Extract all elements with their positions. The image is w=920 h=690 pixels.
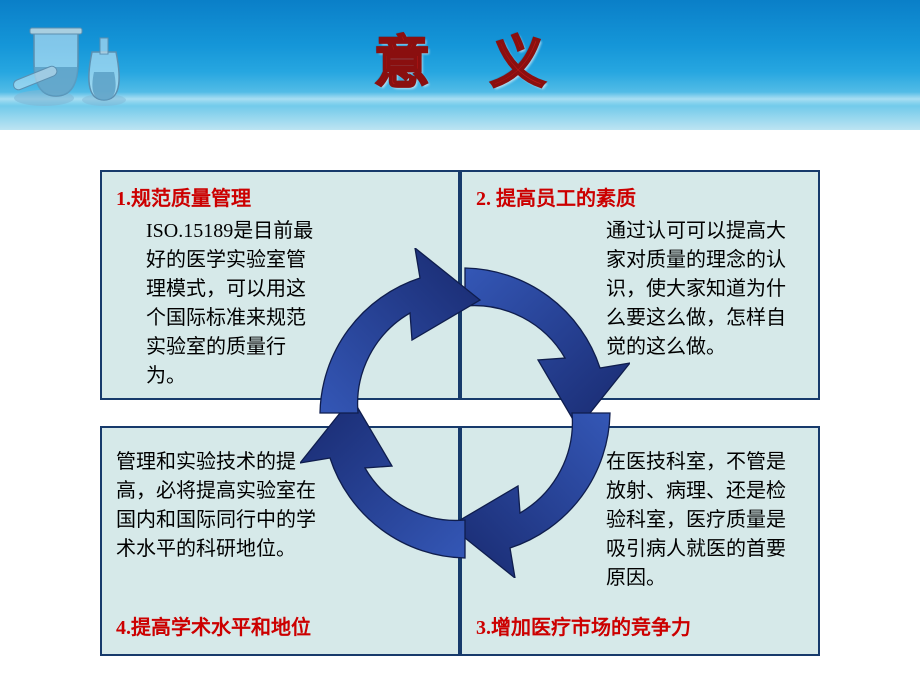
- box-1-heading: 1.规范质量管理: [116, 182, 444, 211]
- box-1-body: ISO.15189是目前最好的医学实验室管理模式，可以用这个国际标准来规范实验室…: [116, 217, 444, 391]
- box-3-heading: 3.增加医疗市场的竞争力: [476, 611, 691, 640]
- meaning-box-2: 2. 提高员工的素质 通过认可可以提高大家对质量的理念的认识，使大家知道为什么要…: [460, 170, 820, 400]
- box-3-body: 在医技科室，不管是放射、病理、还是检验科室，医疗质量是吸引病人就医的首要原因。: [476, 438, 804, 593]
- box-4-heading: 4.提高学术水平和地位: [116, 611, 311, 640]
- box-2-body: 通过认可可以提高大家对质量的理念的认识，使大家知道为什么要这么做，怎样自觉的这么…: [476, 217, 804, 362]
- meaning-box-1: 1.规范质量管理 ISO.15189是目前最好的医学实验室管理模式，可以用这个国…: [100, 170, 460, 400]
- meaning-box-3: 在医技科室，不管是放射、病理、还是检验科室，医疗质量是吸引病人就医的首要原因。 …: [460, 426, 820, 656]
- box-2-heading: 2. 提高员工的素质: [476, 182, 804, 211]
- slide-content: 1.规范质量管理 ISO.15189是目前最好的医学实验室管理模式，可以用这个国…: [0, 130, 920, 690]
- slide-header: 意义: [0, 0, 920, 130]
- meaning-box-4: 管理和实验技术的提高，必将提高实验室在国内和国际同行中的学术水平的科研地位。 4…: [100, 426, 460, 656]
- box-4-body: 管理和实验技术的提高，必将提高实验室在国内和国际同行中的学术水平的科研地位。: [116, 438, 444, 564]
- slide-title: 意义: [0, 18, 920, 99]
